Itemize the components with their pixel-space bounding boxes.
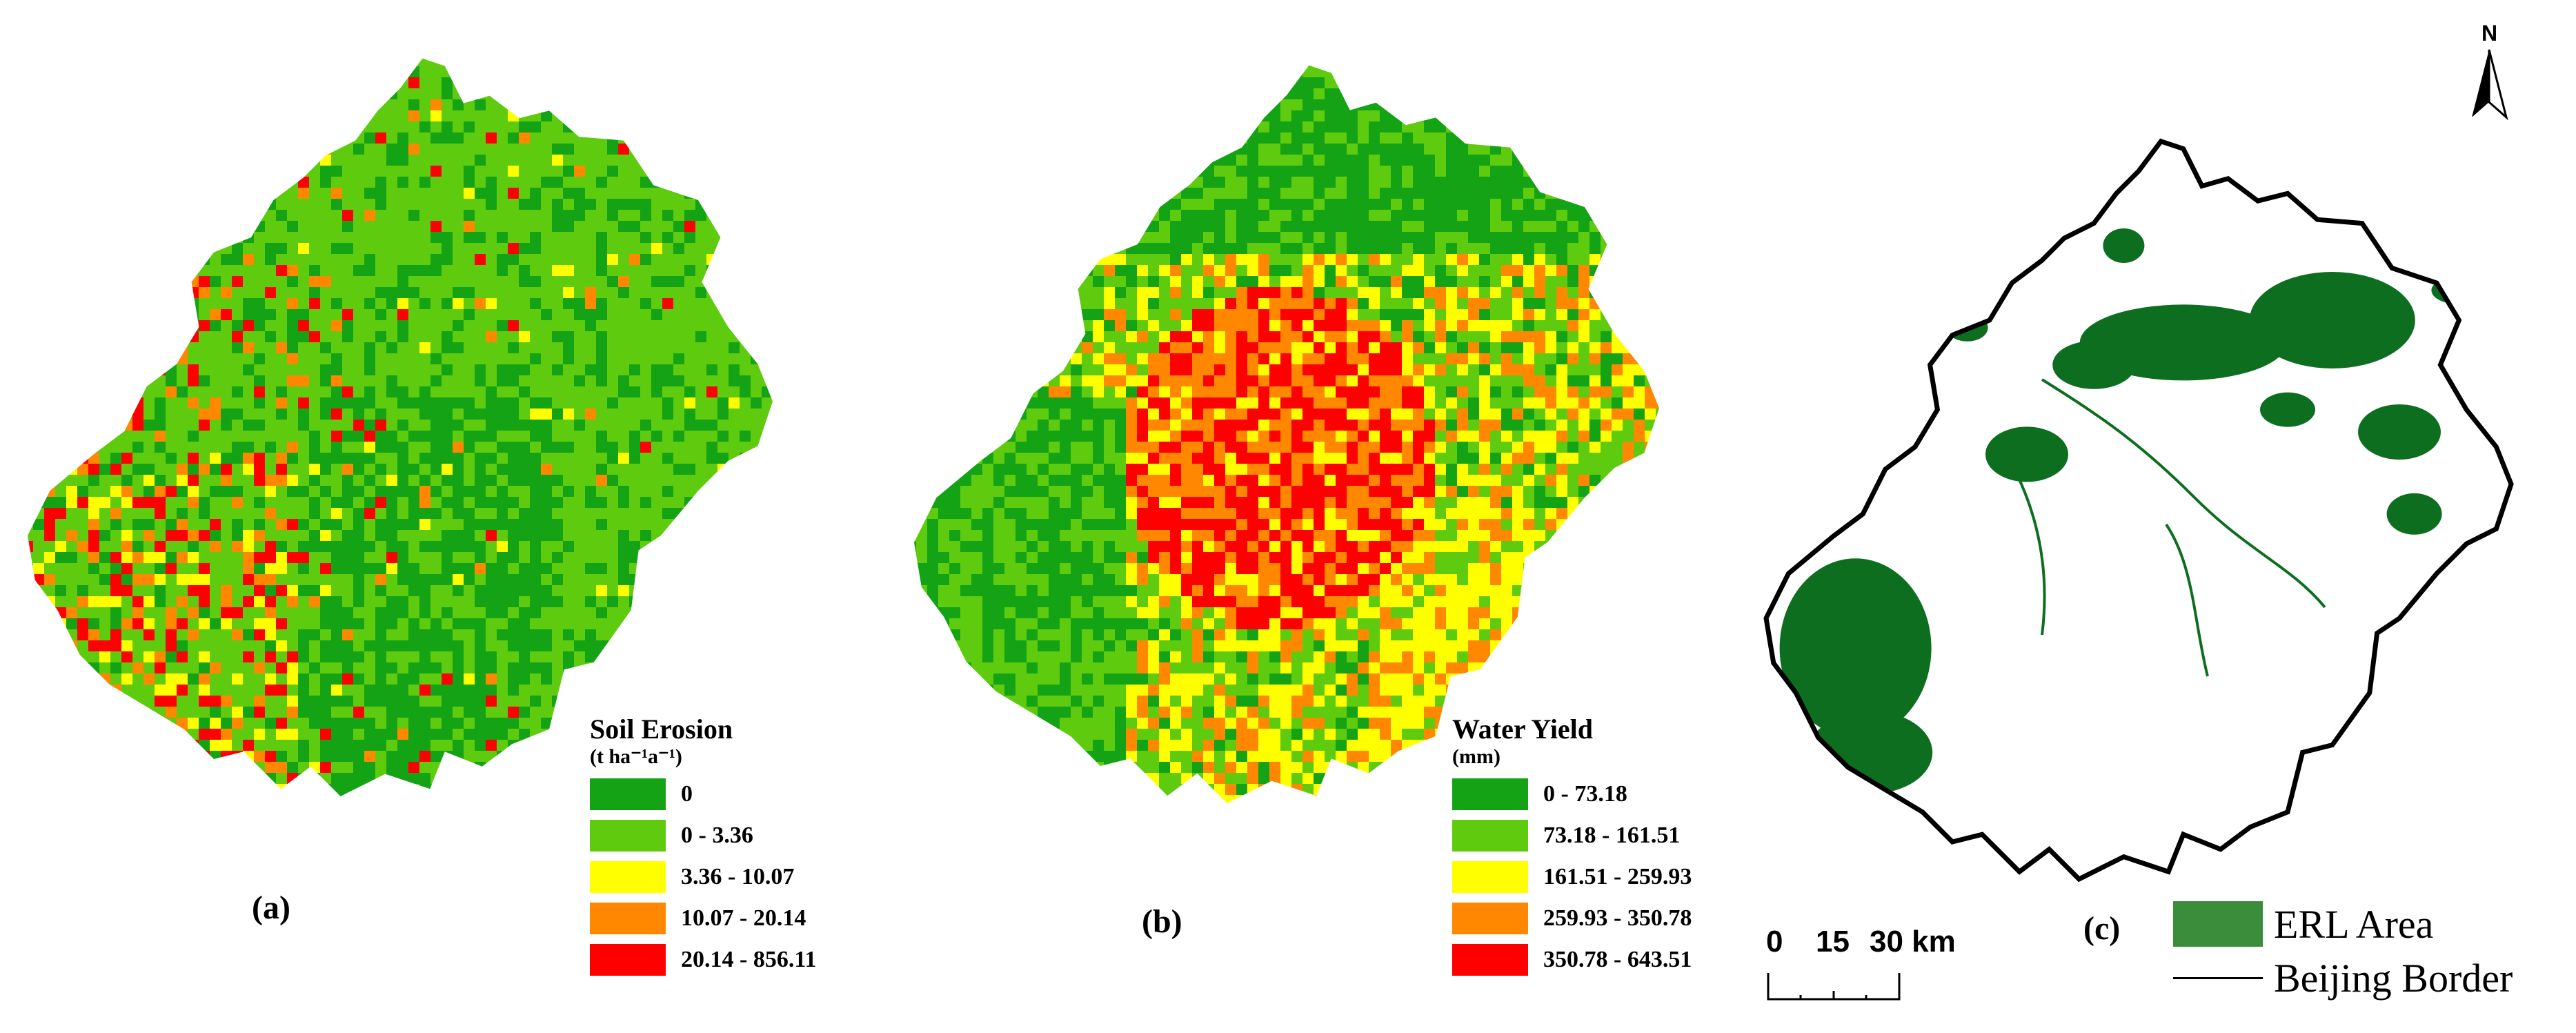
scale-bar-line: [1767, 973, 1901, 1001]
erl-strip: [2165, 523, 2209, 677]
panel-label-b: (b): [1142, 903, 1182, 940]
border-line-swatch: [2173, 976, 2263, 979]
legend-class-0: 0 - 73.18: [1452, 774, 1692, 815]
erl-patch: [1779, 558, 1932, 738]
legend-swatch: [1452, 778, 1528, 810]
erl-patch: [2468, 309, 2511, 420]
legend-class-label: 3.36 - 10.07: [681, 864, 795, 889]
legend-swatch: [590, 903, 666, 934]
legend-class-2: 3.36 - 10.07: [590, 856, 816, 898]
legend-class-label: 0 - 73.18: [1543, 781, 1627, 807]
legend-swatch: [590, 778, 666, 810]
legend-class-1: 0 - 3.36: [590, 815, 816, 856]
north-letter: N: [2481, 21, 2498, 46]
border-legend-row: Beijing Border: [2173, 951, 2513, 1005]
legend-swatch: [1452, 861, 1528, 893]
border-label: Beijing Border: [2274, 955, 2513, 1001]
legend-swatch: [590, 820, 666, 852]
erl-label: ERL Area: [2274, 901, 2434, 947]
scale-tick-30: 30 km: [1870, 925, 1956, 958]
soil-erosion-legend: Soil Erosion (t ha⁻¹a⁻¹) 0 0 - 3.36 3.36…: [590, 714, 816, 981]
legend-swatch: [1452, 820, 1528, 852]
north-arrow-icon: [2472, 49, 2508, 121]
legend-title: Water Yield: [1452, 714, 1594, 745]
erl-area-map: [1763, 138, 2514, 883]
legend-swatch: [1452, 903, 1528, 934]
scale-tick-15: 15: [1816, 925, 1850, 958]
legend-class-label: 73.18 - 161.51: [1543, 823, 1681, 848]
legend-class-1: 73.18 - 161.51: [1452, 815, 1692, 856]
legend-title: Soil Erosion: [590, 714, 733, 745]
erl-patch: [1985, 426, 2068, 482]
scale-tick-0: 0: [1766, 925, 1783, 958]
legend-class-3: 259.93 - 350.78: [1452, 898, 1692, 939]
legend-class-label: 161.51 - 259.93: [1543, 864, 1692, 889]
scale-bar: 0 15 30 km: [1766, 925, 1956, 1007]
legend-class-label: 259.93 - 350.78: [1543, 905, 1692, 931]
legend-class-4: 20.14 - 856.11: [590, 939, 816, 981]
water-yield-map: [914, 65, 1659, 803]
erl-patch: [2249, 272, 2415, 368]
legend-swatch: [590, 861, 666, 893]
legend-class-label: 0: [681, 781, 693, 807]
legend-class-label: 20.14 - 856.11: [681, 947, 817, 972]
erl-strip: [2013, 469, 2046, 636]
erl-legend-row: ERL Area: [2173, 897, 2513, 951]
legend-class-label: 10.07 - 20.14: [681, 905, 806, 931]
legend-class-2: 161.51 - 259.93: [1452, 856, 1692, 898]
erl-patch: [2358, 404, 2441, 460]
erl-strip: [2041, 378, 2326, 609]
legend-class-label: 0 - 3.36: [681, 823, 753, 848]
erl-patch: [2103, 228, 2145, 263]
legend-swatch: [1452, 944, 1528, 976]
legend-class-0: 0: [590, 774, 816, 815]
legend-class-label: 350.78 - 643.51: [1543, 947, 1692, 972]
legend-class-4: 350.78 - 643.51: [1452, 939, 1692, 981]
panel-label-c: (c): [2083, 910, 2121, 947]
north-arrow: N: [2466, 21, 2515, 121]
beijing-border-line: [1763, 138, 2514, 883]
erl-patch: [2260, 392, 2315, 427]
erl-legend: ERL Area Beijing Border: [2173, 897, 2513, 1005]
legend-unit: (mm): [1452, 745, 1500, 768]
legend-swatch: [590, 944, 666, 976]
erl-patch: [2052, 340, 2136, 389]
erl-patch: [2386, 493, 2442, 535]
legend-class-3: 10.07 - 20.14: [590, 898, 816, 939]
panel-label-a: (a): [252, 889, 290, 926]
soil-erosion-map: [28, 58, 773, 796]
water-yield-legend: Water Yield (mm) 0 - 73.18 73.18 - 161.5…: [1452, 714, 1692, 981]
erl-swatch: [2173, 901, 2263, 947]
legend-unit: (t ha⁻¹a⁻¹): [590, 745, 682, 768]
